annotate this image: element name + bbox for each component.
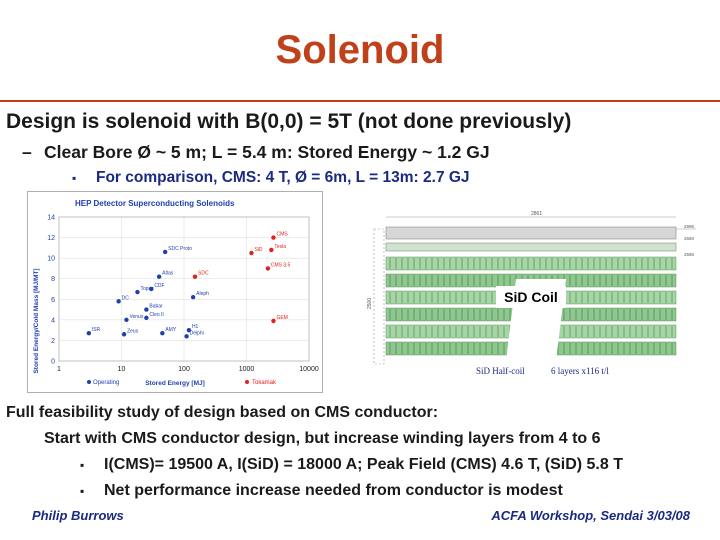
legend-tokamak-marker (245, 380, 249, 384)
chart-point (135, 289, 140, 295)
point-label: Cleo II (149, 312, 163, 318)
coil-dim-right-2: 2650 (684, 236, 695, 241)
footer-author: Philip Burrows (32, 508, 124, 523)
y-tick-label: 2 (51, 338, 55, 345)
bullet-subsub: ▪ For comparison, CMS: 4 T, Ø = 6m, L = … (72, 169, 470, 187)
bullet-sub: – Clear Bore Ø ~ 5 m; L = 5.4 m: Stored … (22, 142, 490, 163)
point-label: SDC (198, 271, 209, 277)
coil-caption-left: SiD Half-coil (476, 366, 525, 376)
point-label: Topaz (140, 286, 154, 292)
legend-tokamak: Tokamak (252, 380, 277, 386)
point-label: Aleph (196, 291, 209, 297)
y-tick-label: 0 (51, 359, 55, 366)
chart-point (156, 274, 162, 279)
footer-event: ACFA Workshop, Sendai 3/03/08 (491, 508, 690, 523)
x-tick-label: 10 (118, 366, 126, 373)
chart-point (144, 307, 149, 312)
dash-marker: – (22, 142, 32, 162)
coil-dim-right-3: 2585 (684, 252, 695, 257)
y-tick-label: 14 (47, 215, 55, 222)
coil-winding-layers (385, 256, 677, 356)
point-label: SiD (254, 247, 262, 253)
chart-point (144, 315, 149, 320)
chart-title: HEP Detector Superconducting Solenoids (75, 199, 235, 208)
bullet-main: Design is solenoid with B(0,0) = 5T (not… (6, 110, 572, 133)
x-tick-label: 1000 (239, 366, 255, 373)
point-label: H1 (192, 324, 199, 330)
current-line-text: I(CMS)= 19500 A, I(SiD) = 18000 A; Peak … (104, 456, 623, 473)
y-tick-label: 8 (51, 276, 55, 283)
performance-line-text: Net performance increase needed from con… (104, 482, 563, 499)
chart-grid (58, 216, 310, 362)
slide-title: Solenoid (275, 28, 445, 72)
coil-side-label: 2500 (367, 298, 373, 309)
chart-point (116, 299, 121, 304)
coil-layer (385, 256, 677, 271)
y-tick-label: 10 (47, 256, 55, 263)
x-tick-label: 10000 (299, 366, 319, 373)
bullet-sub-text: Clear Bore Ø ~ 5 m; L = 5.4 m: Stored En… (44, 142, 490, 162)
square-bullet-icon: ▪ (80, 484, 85, 498)
chart-point (186, 327, 192, 333)
chart-point (271, 235, 276, 240)
y-tick-label: 12 (47, 235, 55, 242)
feasibility-line: Full feasibility study of design based o… (6, 404, 439, 421)
chart-point (149, 286, 154, 292)
chart-point (265, 266, 271, 271)
chart-point (184, 334, 189, 339)
point-label: AMY (165, 327, 177, 333)
point-label: ISR (92, 327, 101, 333)
y-tick-label: 6 (51, 297, 55, 304)
chart-point (86, 331, 92, 336)
coil-caption-right: 6 layers x116 t/l (551, 366, 609, 376)
point-label: Zeus (127, 328, 139, 334)
chart-point (269, 247, 274, 253)
point-label: Delphi (190, 330, 204, 336)
legend-operating-marker (87, 380, 91, 384)
point-label: Atlas (162, 271, 174, 277)
chart-points: ISR Zeus Venus DC Topaz Cleo II Babar CDF Atlas A… (86, 232, 291, 339)
performance-line: ▪ Net performance increase needed from c… (80, 482, 563, 500)
chart-point (162, 249, 168, 255)
point-label: CDF (154, 283, 164, 289)
chart-x-ticks: 1 10 100 1000 10000 (57, 366, 319, 373)
solenoid-chart: HEP Detector Superconducting Solenoids S… (27, 191, 323, 393)
point-label: Babar (149, 304, 163, 310)
point-label: CMS (276, 232, 288, 238)
chart-point (190, 295, 196, 300)
x-tick-label: 1 (57, 366, 61, 373)
chart-y-ticks: 0 2 4 6 8 10 12 14 (47, 215, 55, 366)
point-label: GEM (276, 315, 287, 321)
square-bullet-icon: ▪ (80, 458, 85, 472)
coil-label: SiD Coil (504, 289, 558, 305)
point-label: Venus (129, 314, 143, 320)
y-tick-label: 4 (51, 317, 55, 324)
sid-coil-diagram: 2861 2500 2995 2650 2585 SiD Coil SiD Ha… (366, 209, 706, 382)
chart-ylabel: Stored Energy/Cold Mass [MJ/MT] (33, 268, 40, 373)
coil-dim-right-1: 2995 (684, 224, 695, 229)
current-line: ▪ I(CMS)= 19500 A, I(SiD) = 18000 A; Pea… (80, 456, 623, 474)
x-tick-label: 100 (178, 366, 190, 373)
conductor-line: Start with CMS conductor design, but inc… (44, 430, 601, 447)
chart-point (192, 274, 198, 279)
chart-point (160, 331, 165, 336)
chart-point (249, 250, 254, 256)
point-label: DC (122, 295, 130, 301)
point-label: SDC Proto (168, 246, 192, 252)
chart-point (124, 317, 129, 323)
coil-dim-top: 2861 (531, 211, 542, 217)
point-label: Tesla (274, 244, 286, 250)
title-rule (0, 100, 720, 102)
point-label: CMS 3.5 (271, 262, 291, 268)
legend-operating: Operating (93, 380, 119, 386)
bullet-subsub-text: For comparison, CMS: 4 T, Ø = 6m, L = 13… (96, 169, 470, 186)
chart-point (271, 318, 276, 324)
chart-point (121, 332, 127, 337)
chart-xlabel: Stored Energy [MJ] (145, 380, 205, 387)
square-bullet-icon: ▪ (72, 171, 77, 185)
